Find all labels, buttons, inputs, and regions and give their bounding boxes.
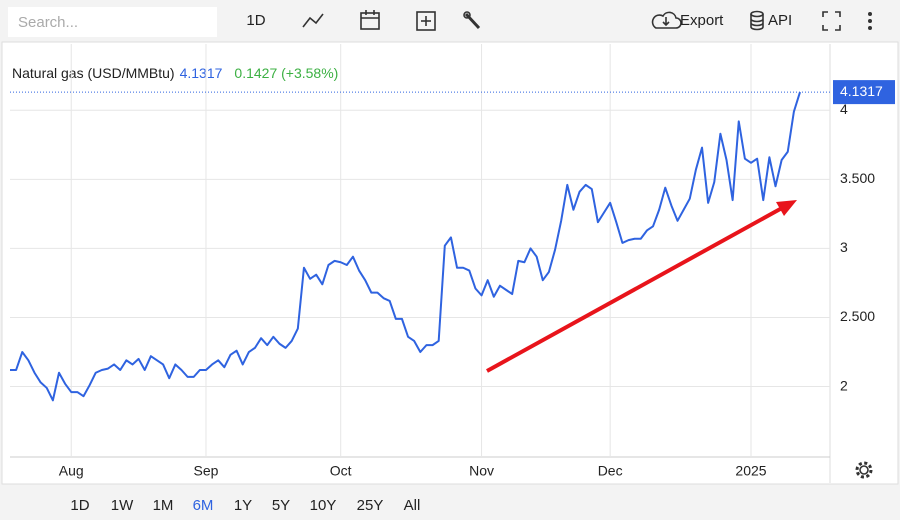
range-button[interactable]: 1Y — [234, 497, 252, 514]
x-tick-label: Oct — [330, 463, 352, 479]
range-button[interactable]: 1M — [153, 497, 174, 514]
range-button[interactable]: 10Y — [310, 497, 337, 514]
last-price-box — [833, 80, 895, 105]
interval-button[interactable]: 1D — [246, 12, 265, 29]
last-price-label: 4.1317 — [840, 83, 883, 99]
chart-type-icon[interactable] — [302, 13, 324, 28]
plot: 2 2.500 3 3.500 4 Aug Sep Oct Nov Dec 2025 4.1317 — [10, 44, 895, 483]
api-icon[interactable] — [750, 10, 764, 31]
range-button[interactable]: 6M — [193, 497, 214, 514]
fullscreen-icon[interactable] — [822, 11, 841, 31]
x-tick-label: Aug — [59, 463, 84, 479]
price-line — [10, 91, 801, 402]
trend-arrow-head — [776, 200, 797, 216]
calendar-icon[interactable] — [360, 10, 380, 30]
range-button[interactable]: 1D — [70, 497, 89, 514]
x-tick-label: Sep — [194, 463, 219, 479]
y-tick-label: 2.500 — [840, 308, 875, 324]
y-tick-label: 3.500 — [840, 170, 875, 186]
trend-arrow — [486, 206, 783, 373]
search-placeholder[interactable]: Search... — [18, 14, 78, 31]
x-tick-label: 2025 — [735, 463, 766, 479]
y-tick-label: 3 — [840, 239, 848, 255]
settings-icon[interactable] — [855, 461, 873, 479]
last-price: 4.1317 — [180, 65, 223, 81]
y-tick-label: 4 — [840, 101, 848, 117]
chart-panel — [1, 41, 899, 485]
api-button[interactable]: API — [768, 12, 792, 29]
chart-header: Natural gas (USD/MMBtu) 4.1317 0.1427 (+3.… — [12, 65, 338, 81]
range-button[interactable]: 5Y — [272, 497, 290, 514]
y-tick-label: 2 — [840, 377, 848, 393]
compare-icon[interactable] — [416, 11, 436, 31]
chart-title: Natural gas (USD/MMBtu) — [12, 65, 175, 81]
x-tick-label: Dec — [598, 463, 623, 479]
export-icon[interactable] — [651, 11, 682, 29]
menu-icon[interactable] — [868, 12, 872, 30]
range-button[interactable]: 25Y — [357, 497, 384, 514]
x-tick-label: Nov — [469, 463, 494, 479]
search-box[interactable] — [8, 7, 217, 37]
tools-icon[interactable] — [463, 11, 481, 30]
range-button[interactable]: 1W — [111, 497, 134, 514]
range-button[interactable]: All — [404, 497, 421, 514]
price-change: 0.1427 (+3.58%) — [234, 65, 338, 81]
export-button[interactable]: Export — [680, 12, 724, 29]
